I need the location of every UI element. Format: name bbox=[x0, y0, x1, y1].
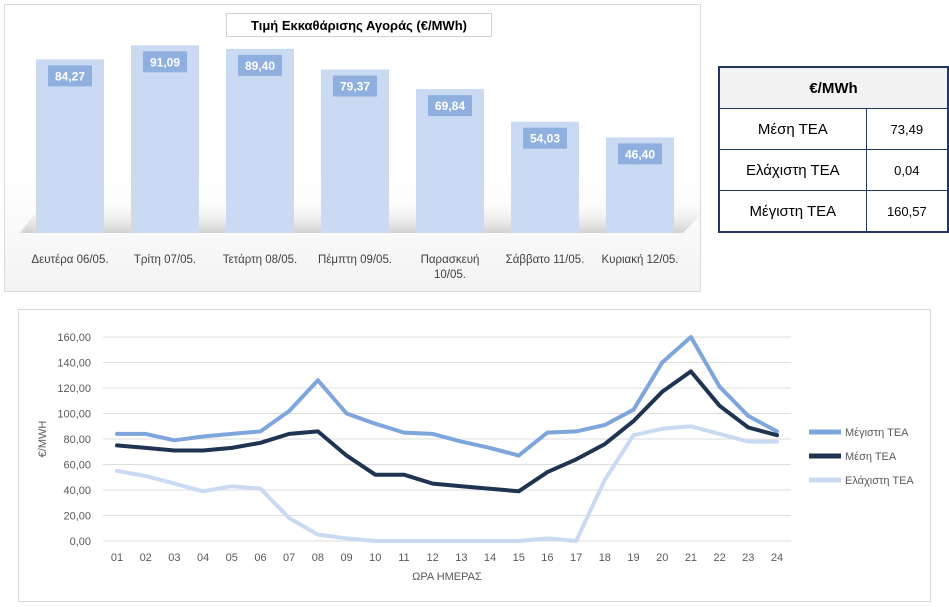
line-chart: 0,00 20,00 40,00 60,00 80,00 100,00 120,00 140,… bbox=[37, 332, 914, 583]
x-tick-label: 02 bbox=[140, 552, 152, 564]
bar-value-label: 54,03 bbox=[530, 132, 560, 146]
legend-label: Ελάχιστη ΤΕΑ bbox=[845, 475, 914, 487]
bar-value-label: 84,27 bbox=[55, 69, 85, 83]
series-line bbox=[115, 335, 779, 458]
x-tick-label: 01 bbox=[111, 552, 123, 564]
x-tick-label: 03 bbox=[168, 552, 180, 564]
y-tick-label: 120,00 bbox=[57, 383, 91, 395]
x-tick-label: Τετάρτη 08/05. bbox=[223, 254, 297, 266]
bar-chart-title: Τιμή Εκκαθάρισης Αγοράς (€/MWh) bbox=[226, 13, 492, 37]
bar-chart-panel: 84,27 Δευτέρα 06/05. 91,09 Τρίτη 07/05. 89,4… bbox=[4, 4, 702, 292]
bar-value-label-bg bbox=[48, 65, 92, 87]
x-tick-label: 08 bbox=[312, 552, 324, 564]
bar-value-label-bg bbox=[333, 75, 377, 97]
x-axis-title: ΩΡΑ ΗΜΕΡΑΣ bbox=[412, 571, 482, 583]
x-tick-label: 23 bbox=[742, 552, 754, 564]
bar-value-label-bg bbox=[618, 143, 662, 165]
bar-value-label: 69,84 bbox=[435, 99, 465, 113]
bar-value-label-bg bbox=[523, 127, 567, 149]
x-tick-label: 05 bbox=[226, 552, 238, 564]
legend-label: Μέγιστη ΤΕΑ bbox=[845, 427, 909, 439]
x-tick-label: 10 bbox=[369, 552, 381, 564]
line-chart-panel: 0,00 20,00 40,00 60,00 80,00 100,00 120,00 140,… bbox=[18, 309, 931, 602]
x-tick-label: 16 bbox=[541, 552, 553, 564]
bar-value-label-bg bbox=[428, 95, 472, 117]
x-tick-label: 10/05. bbox=[434, 269, 466, 281]
stats-table-header-row: €/MWh bbox=[718, 66, 949, 109]
stat-label-max: Μέγιστη ΤΕΑ bbox=[718, 190, 867, 233]
x-tick-label: Πέμπτη 09/05. bbox=[318, 254, 392, 266]
x-tick-label: Δευτέρα 06/05. bbox=[31, 254, 108, 266]
x-tick-label: 12 bbox=[427, 552, 439, 564]
stat-label-mean: Μέση ΤΕΑ bbox=[718, 108, 867, 150]
bar-value-label: 89,40 bbox=[245, 59, 275, 73]
x-tick-label: 14 bbox=[484, 552, 496, 564]
bar bbox=[226, 48, 294, 233]
bar-value-label: 46,40 bbox=[625, 147, 655, 161]
y-tick-label: 0,00 bbox=[70, 536, 91, 548]
stat-value-min: 0,04 bbox=[865, 149, 949, 191]
x-tick-label: 22 bbox=[713, 552, 725, 564]
bar-value-label: 79,37 bbox=[340, 79, 370, 93]
y-tick-label: 80,00 bbox=[63, 434, 91, 446]
x-tick-label: 21 bbox=[685, 552, 697, 564]
stat-label-min: Ελάχιστη ΤΕΑ bbox=[718, 149, 867, 191]
x-tick-label: 13 bbox=[455, 552, 467, 564]
x-tick-label: 07 bbox=[283, 552, 295, 564]
y-tick-label: 40,00 bbox=[63, 485, 91, 497]
x-tick-label: 11 bbox=[398, 552, 409, 564]
stat-value-max: 160,57 bbox=[865, 190, 949, 233]
x-tick-label: 06 bbox=[254, 552, 266, 564]
stat-value-mean: 73,49 bbox=[865, 108, 949, 150]
x-tick-label: 19 bbox=[627, 552, 639, 564]
x-tick-label: 15 bbox=[513, 552, 525, 564]
y-tick-label: 160,00 bbox=[57, 332, 91, 344]
x-tick-label: 04 bbox=[197, 552, 209, 564]
y-tick-label: 140,00 bbox=[57, 358, 91, 370]
bar-value-label: 91,09 bbox=[150, 55, 180, 69]
bar bbox=[321, 69, 389, 233]
y-axis-title: €/MWH bbox=[37, 421, 49, 458]
bar bbox=[131, 45, 199, 233]
legend-label: Μέση ΤΕΑ bbox=[845, 451, 897, 463]
stats-table-header: €/MWh bbox=[718, 66, 949, 109]
bar-value-label-bg bbox=[238, 54, 282, 76]
y-tick-label: 100,00 bbox=[57, 409, 91, 421]
bar-chart: 84,27 Δευτέρα 06/05. 91,09 Τρίτη 07/05. 89,4… bbox=[20, 45, 702, 281]
x-tick-label: 18 bbox=[599, 552, 611, 564]
y-tick-label: 20,00 bbox=[63, 511, 91, 523]
x-tick-label: 09 bbox=[340, 552, 352, 564]
x-tick-label: 20 bbox=[656, 552, 668, 564]
x-tick-label: Σάββατο 11/05. bbox=[506, 254, 585, 266]
y-tick-label: 60,00 bbox=[63, 460, 91, 472]
x-tick-label: 24 bbox=[771, 552, 783, 564]
table-row: Μέση ΤΕΑ 73,49 bbox=[718, 108, 949, 150]
series-line bbox=[115, 369, 779, 494]
table-row: Μέγιστη ΤΕΑ 160,57 bbox=[718, 190, 949, 233]
x-tick-label: 17 bbox=[570, 552, 582, 564]
x-tick-label: Τρίτη 07/05. bbox=[134, 254, 196, 266]
table-row: Ελάχιστη ΤΕΑ 0,04 bbox=[718, 149, 949, 191]
x-tick-label: Κυριακή 12/05. bbox=[601, 254, 678, 266]
series-line bbox=[115, 424, 779, 543]
bar-value-label-bg bbox=[143, 51, 187, 73]
stats-table: €/MWh Μέση ΤΕΑ 73,49 Ελάχιστη ΤΕΑ 0,04 Μ… bbox=[718, 66, 949, 233]
bar bbox=[36, 59, 104, 233]
x-tick-label: Παρασκευή bbox=[421, 254, 480, 266]
